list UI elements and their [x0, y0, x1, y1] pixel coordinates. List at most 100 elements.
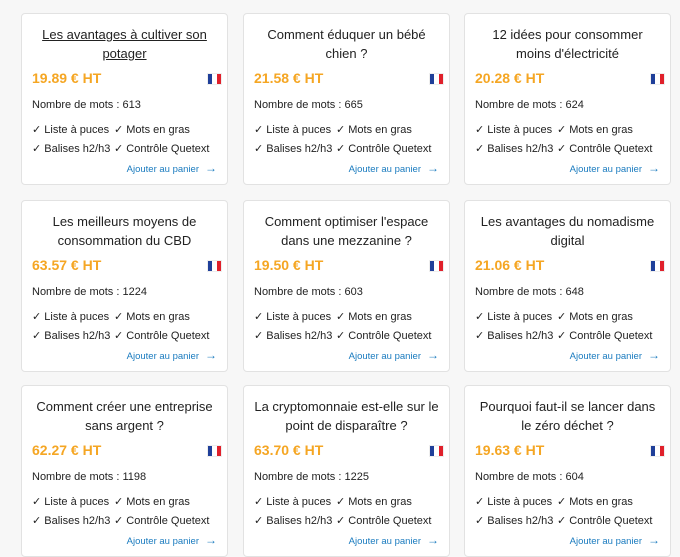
flag-stripe — [208, 74, 213, 84]
feature: ✓ Contrôle Quetext — [557, 143, 653, 155]
flag-stripe — [434, 446, 439, 456]
feature: ✓ Contrôle Quetext — [336, 330, 432, 342]
flag-fr — [429, 445, 444, 457]
flag-stripe — [651, 261, 656, 271]
flag-stripe — [434, 261, 439, 271]
product-card: Les meilleurs moyens de consommation du … — [21, 200, 228, 372]
feature: ✓ Liste à puces — [254, 496, 332, 508]
word-count: Nombre de mots : 604 — [475, 471, 584, 483]
price: 19.50 € HT — [254, 257, 324, 273]
word-count: Nombre de mots : 624 — [475, 99, 584, 111]
feature: ✓ Balises h2/h3 — [32, 143, 111, 155]
add-to-cart[interactable]: Ajouter au panier — [348, 351, 421, 362]
price: 20.28 € HT — [475, 70, 545, 86]
feature: ✓ Mots en gras — [114, 311, 190, 323]
feature: ✓ Contrôle Quetext — [114, 330, 210, 342]
flag-fr — [207, 260, 222, 272]
feature: ✓ Liste à puces — [475, 496, 553, 508]
word-count: Nombre de mots : 1225 — [254, 471, 369, 483]
flag-stripe — [208, 446, 213, 456]
feature: ✓ Contrôle Quetext — [336, 143, 432, 155]
card-title[interactable]: La cryptomonnaie est-elle sur le point d… — [254, 399, 439, 433]
flag-stripe — [651, 446, 656, 456]
price: 19.89 € HT — [32, 70, 102, 86]
feature: ✓ Contrôle Quetext — [557, 330, 653, 342]
feature: ✓ Balises h2/h3 — [254, 143, 333, 155]
feature: ✓ Contrôle Quetext — [114, 143, 210, 155]
feature: ✓ Liste à puces — [32, 496, 110, 508]
feature: ✓ Contrôle Quetext — [336, 515, 432, 527]
card-title[interactable]: Comment éduquer un bébé chien ? — [267, 27, 426, 61]
product-card: La cryptomonnaie est-elle sur le point d… — [243, 385, 450, 557]
product-card: 12 idées pour consommer moins d'électric… — [464, 13, 671, 185]
flag-stripe — [438, 74, 443, 84]
word-count: Nombre de mots : 1198 — [32, 471, 147, 483]
product-card: Pourquoi faut-il se lancer dans le zéro … — [464, 385, 671, 557]
arrow-icon[interactable]: → — [205, 161, 217, 175]
flag-stripe — [659, 261, 664, 271]
feature: ✓ Liste à puces — [475, 124, 553, 136]
feature: ✓ Contrôle Quetext — [114, 515, 210, 527]
flag-stripe — [216, 74, 221, 84]
card-title[interactable]: Les meilleurs moyens de consommation du … — [52, 214, 197, 248]
add-to-cart[interactable]: Ajouter au panier — [569, 351, 642, 362]
flag-fr — [650, 445, 665, 457]
flag-fr — [429, 260, 444, 272]
feature: ✓ Contrôle Quetext — [557, 515, 653, 527]
feature: ✓ Mots en gras — [336, 496, 412, 508]
price: 19.63 € HT — [475, 442, 545, 458]
arrow-icon[interactable]: → — [648, 533, 660, 547]
feature: ✓ Mots en gras — [114, 124, 190, 136]
product-card: Comment éduquer un bébé chien ? 21.58 € H… — [243, 13, 450, 185]
add-to-cart[interactable]: Ajouter au panier — [126, 536, 199, 547]
product-card: Comment optimiser l'espace dans une mezz… — [243, 200, 450, 372]
arrow-icon[interactable]: → — [205, 348, 217, 362]
flag-fr — [650, 260, 665, 272]
feature: ✓ Mots en gras — [114, 496, 190, 508]
feature: ✓ Balises h2/h3 — [254, 330, 333, 342]
arrow-icon[interactable]: → — [648, 348, 660, 362]
flag-stripe — [651, 74, 656, 84]
flag-stripe — [212, 261, 217, 271]
arrow-icon[interactable]: → — [205, 533, 217, 547]
card-title[interactable]: Pourquoi faut-il se lancer dans le zéro … — [479, 399, 656, 433]
word-count: Nombre de mots : 613 — [32, 99, 141, 111]
flag-stripe — [208, 261, 213, 271]
word-count: Nombre de mots : 665 — [254, 99, 363, 111]
card-title[interactable]: Les avantages à cultiver son potager — [42, 27, 207, 61]
add-to-cart[interactable]: Ajouter au panier — [348, 536, 421, 547]
card-title[interactable]: Comment créer une entreprise sans argent… — [36, 399, 213, 433]
flag-stripe — [430, 446, 435, 456]
price: 63.70 € HT — [254, 442, 324, 458]
feature: ✓ Mots en gras — [336, 311, 412, 323]
flag-stripe — [430, 74, 435, 84]
add-to-cart[interactable]: Ajouter au panier — [126, 351, 199, 362]
word-count: Nombre de mots : 1224 — [32, 286, 147, 298]
arrow-icon[interactable]: → — [648, 161, 660, 175]
arrow-icon[interactable]: → — [427, 533, 439, 547]
add-to-cart[interactable]: Ajouter au panier — [348, 164, 421, 175]
card-title[interactable]: Les avantages du nomadisme digital — [480, 214, 655, 248]
flag-stripe — [212, 74, 217, 84]
price: 21.58 € HT — [254, 70, 324, 86]
flag-fr — [429, 73, 444, 85]
add-to-cart[interactable]: Ajouter au panier — [569, 164, 642, 175]
price: 63.57 € HT — [32, 257, 102, 273]
flag-fr — [650, 73, 665, 85]
arrow-icon[interactable]: → — [427, 161, 439, 175]
product-card: Les avantages à cultiver son potager 19.8… — [21, 13, 228, 185]
arrow-icon[interactable]: → — [427, 348, 439, 362]
word-count: Nombre de mots : 648 — [475, 286, 584, 298]
feature: ✓ Balises h2/h3 — [32, 515, 111, 527]
flag-stripe — [438, 446, 443, 456]
flag-stripe — [434, 74, 439, 84]
flag-stripe — [655, 261, 660, 271]
add-to-cart[interactable]: Ajouter au panier — [126, 164, 199, 175]
flag-stripe — [659, 74, 664, 84]
feature: ✓ Balises h2/h3 — [475, 330, 554, 342]
add-to-cart[interactable]: Ajouter au panier — [569, 536, 642, 547]
card-title[interactable]: 12 idées pour consommer moins d'électric… — [492, 27, 643, 61]
feature: ✓ Balises h2/h3 — [32, 330, 111, 342]
card-title[interactable]: Comment optimiser l'espace dans une mezz… — [264, 214, 429, 248]
